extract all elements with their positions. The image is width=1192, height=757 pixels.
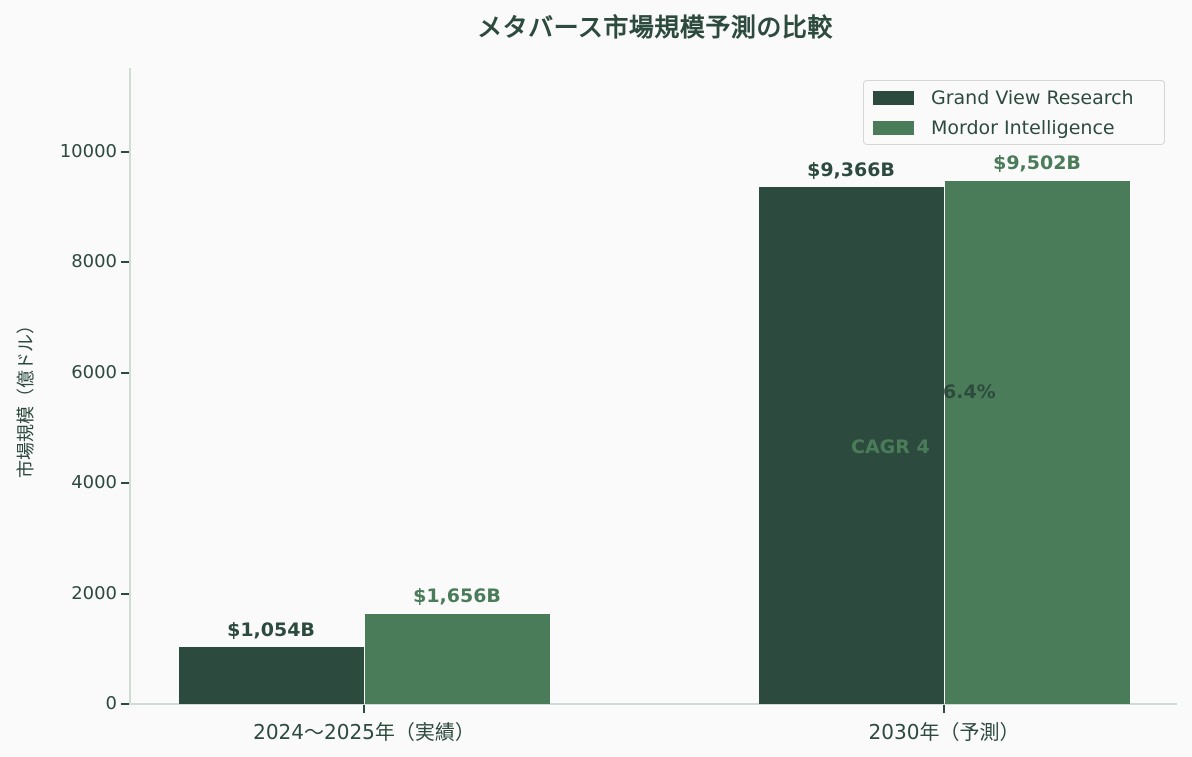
legend: Grand View Research Mordor Intelligence <box>863 80 1165 145</box>
y-tick <box>121 372 129 374</box>
bar-value-label: $9,366B <box>807 159 895 181</box>
bar-mordor-2030 <box>945 180 1130 704</box>
y-tick-label: 6000 <box>71 362 117 383</box>
legend-label: Mordor Intelligence <box>931 117 1115 139</box>
x-axis-spine <box>129 703 1177 705</box>
y-tick <box>121 593 129 595</box>
y-tick-label: 8000 <box>71 251 117 272</box>
y-tick <box>121 482 129 484</box>
bar-gvr-2030 <box>759 187 944 704</box>
bar-value-label: $9,502B <box>993 152 1081 174</box>
y-tick-label: 2000 <box>71 583 117 604</box>
x-tick-label: 2030年（予測） <box>868 720 1020 744</box>
bar-gvr-2024 <box>179 646 364 704</box>
y-tick-label: 4000 <box>71 472 117 493</box>
bar-value-label: $1,656B <box>413 585 501 607</box>
legend-swatch <box>873 121 914 135</box>
y-tick <box>121 703 129 705</box>
bar-mordor-2025 <box>365 613 550 704</box>
y-axis-label: 市場規模（億ドル） <box>16 316 37 478</box>
legend-item-mordor: Mordor Intelligence <box>873 115 1115 141</box>
y-tick <box>121 261 129 263</box>
legend-item-grand-view: Grand View Research <box>873 85 1134 111</box>
y-tick-label: 0 <box>105 693 117 714</box>
x-tick <box>943 705 945 713</box>
legend-swatch <box>873 91 914 105</box>
legend-label: Grand View Research <box>931 87 1134 109</box>
y-axis-spine <box>129 68 131 705</box>
y-tick <box>121 151 129 153</box>
chart-title: メタバース市場規模予測の比較 <box>477 13 833 42</box>
cagr-annotation-light: CAGR 4 <box>851 436 930 458</box>
cagr-annotation-dark: 6.4% <box>943 381 996 403</box>
x-tick-label: 2024〜2025年（実績） <box>253 720 475 744</box>
bar-value-label: $1,054B <box>227 619 315 641</box>
y-tick-label: 10000 <box>59 141 117 162</box>
x-tick <box>363 705 365 713</box>
